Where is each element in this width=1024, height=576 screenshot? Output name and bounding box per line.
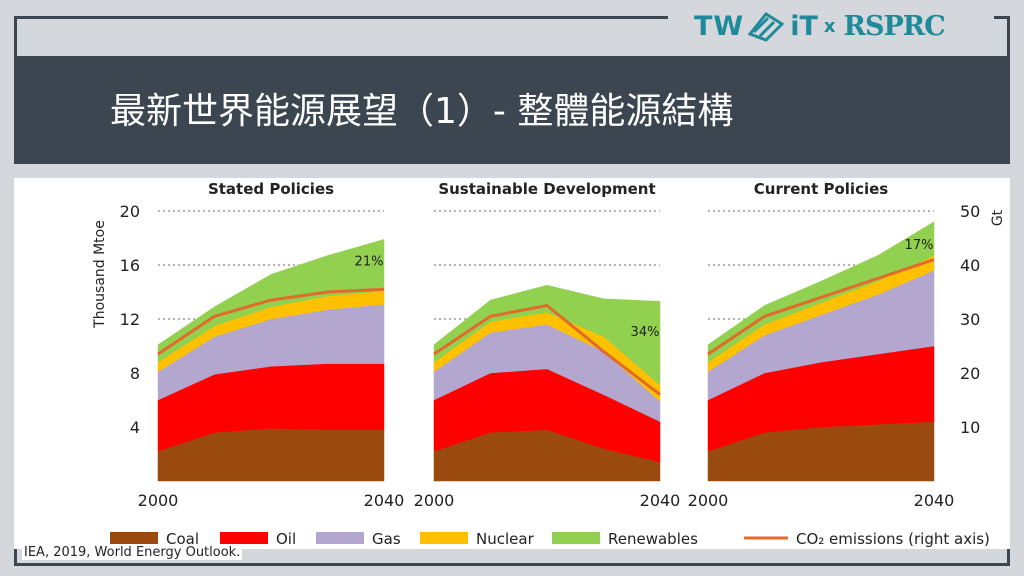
frame-top-line-right (994, 16, 1010, 19)
right-tick-label: 10 (960, 418, 980, 437)
left-tick-label: 4 (130, 418, 140, 437)
energy-outlook-chart: Thousand Mtoe Gt 20 16 12 8 4 50 40 30 20 10 Stated … (92, 180, 1006, 548)
right-tick-label: 20 (960, 364, 980, 383)
legend-swatch-renewables (552, 532, 600, 544)
panel-title: Current Policies (754, 180, 889, 198)
left-tick-label: 8 (130, 364, 140, 383)
frame-left-line (14, 16, 17, 60)
frame-bottom-line (14, 563, 1010, 566)
legend-swatch-gas (316, 532, 364, 544)
right-tick-label: 30 (960, 310, 980, 329)
legend-swatch-coal (110, 532, 158, 544)
left-tick-label: 12 (120, 310, 140, 329)
x-tick-label: 2000 (414, 491, 455, 510)
chart-panel: Thousand Mtoe Gt 20 16 12 8 4 50 40 30 20 10 Stated … (14, 178, 1010, 549)
x-tick-label: 2000 (688, 491, 729, 510)
legend-label-co2: CO₂ emissions (right axis) (796, 530, 990, 548)
left-axis-label: Thousand Mtoe (92, 220, 108, 329)
x-tick-label: 2040 (640, 491, 681, 510)
share-label: 21% (355, 254, 384, 269)
legend-label-oil: Oil (276, 530, 296, 548)
left-tick-label: 16 (120, 256, 140, 275)
legend-label-renewables: Renewables (608, 530, 698, 548)
logo-tw: TW (694, 10, 745, 42)
title-bar (14, 56, 1010, 164)
area-renewables (707, 221, 935, 363)
legend-label-coal: Coal (166, 530, 199, 548)
legend-label-nuclear: Nuclear (476, 530, 535, 548)
legend-swatch-nuclear (420, 532, 468, 544)
x-tick-label: 2040 (364, 491, 405, 510)
right-tick-label: 50 (960, 202, 980, 221)
right-tick-label: 40 (960, 256, 980, 275)
co2-line (707, 258, 935, 356)
frame-bottom-left-line (14, 545, 17, 565)
logo-x: x (823, 15, 836, 37)
panel-title: Stated Policies (208, 180, 334, 198)
logo-rsprc: RSPRC (843, 10, 946, 42)
frame-bottom-right-line (1007, 545, 1010, 565)
logo-scroll-icon (747, 12, 785, 42)
share-label: 17% (905, 238, 934, 253)
area-renewables (433, 284, 661, 386)
panel-title: Sustainable Development (438, 180, 655, 198)
frame-right-line (1007, 16, 1010, 60)
logo-it: iT (790, 10, 818, 42)
x-tick-label: 2000 (138, 491, 179, 510)
right-axis-label: Gt (990, 209, 1006, 226)
share-label: 34% (631, 325, 660, 340)
source-citation: IEA, 2019, World Energy Outlook. (22, 545, 243, 560)
frame-top-line-left (14, 16, 668, 19)
page-title: 最新世界能源展望（1）- 整體能源結構 (110, 91, 734, 132)
co2-line (433, 304, 661, 396)
co2-line (157, 287, 385, 356)
legend-swatch-oil (220, 532, 268, 544)
legend-label-gas: Gas (372, 530, 401, 548)
logo: TW iT x RSPRC (694, 8, 946, 44)
x-tick-label: 2040 (914, 491, 955, 510)
left-tick-label: 20 (120, 202, 140, 221)
